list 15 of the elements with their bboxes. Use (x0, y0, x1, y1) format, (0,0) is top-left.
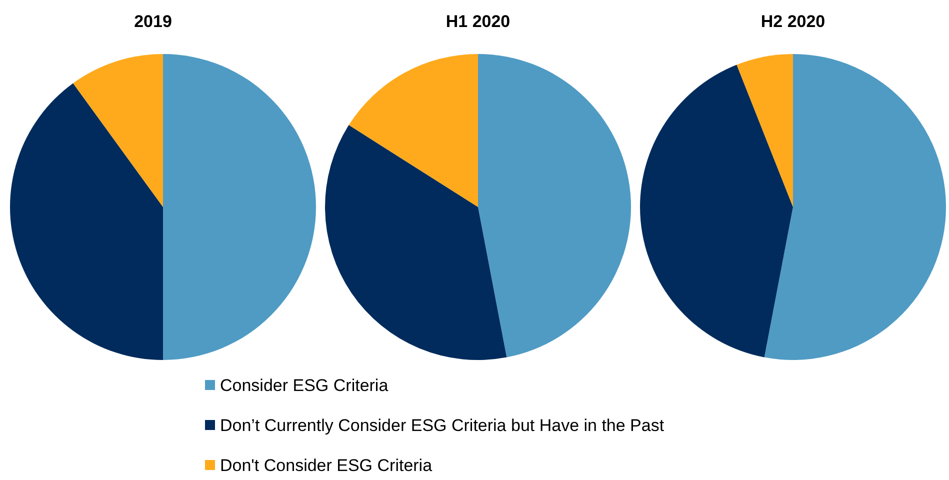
chart-title: H2 2020 (760, 12, 826, 31)
chart-title: H1 2020 (446, 12, 510, 31)
pie-slice (736, 54, 793, 207)
pie-slice (640, 64, 793, 358)
pie-slice (163, 54, 316, 360)
pie-slice (73, 54, 163, 207)
pie-slice (10, 83, 163, 360)
legend-label: Don’t Currently Consider ESG Criteria but Have in the Past (220, 416, 664, 435)
legend-label: Consider ESG Criteria (220, 376, 389, 395)
pie-slice (764, 54, 946, 360)
pie-slice (325, 125, 507, 360)
pie-slice (478, 54, 631, 358)
pie-slice (348, 54, 478, 207)
legend-label: Don't Consider ESG Criteria (220, 456, 433, 475)
chart-title: 2019 (134, 12, 172, 31)
